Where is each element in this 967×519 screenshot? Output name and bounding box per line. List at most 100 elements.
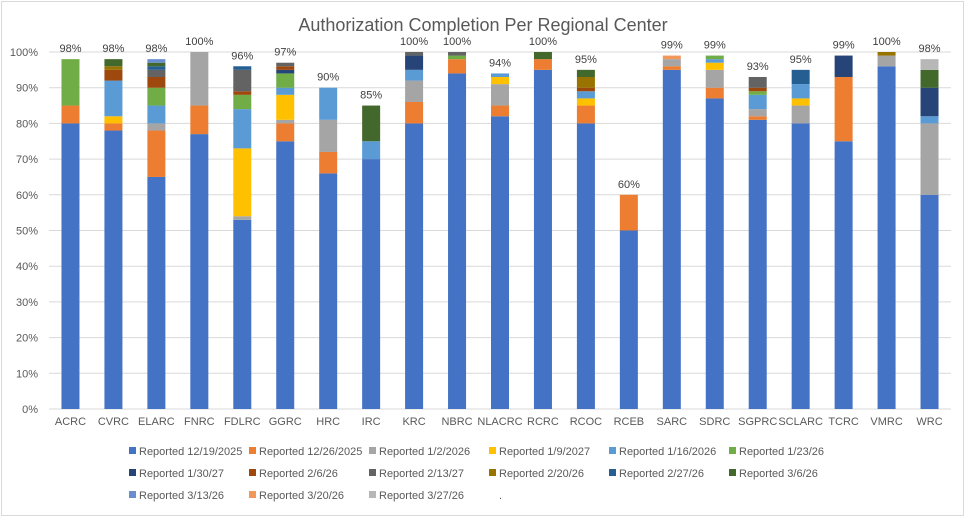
y-tick-label: 20% [16,333,38,345]
legend-swatch [369,447,376,454]
total-data-label: 94% [489,57,511,69]
total-data-label: 85% [360,90,382,102]
bar-segment-rcoc-s11 [576,69,595,77]
total-data-label: 100% [873,36,901,48]
bar-segment-wrc-s4 [920,116,939,124]
bar-segment-irc-s4 [362,141,381,160]
bar-segment-hrc-s1 [319,151,338,174]
x-tick-label: RCEB [614,416,645,428]
bar-segment-elarc-s0 [147,176,166,409]
total-data-label: 98% [919,43,941,55]
legend-item: Reported 12/19/2025 [129,446,242,458]
bars [61,52,939,410]
legend-item: Reported 2/20/26 [489,468,584,480]
bar-segment-krc-s2 [405,80,424,102]
x-tick-label: FNRC [184,416,215,428]
total-data-label: 99% [704,40,726,52]
x-tick-label: SCLARC [778,416,823,428]
legend-item: . [499,490,502,502]
x-tick-label: FDLRC [224,416,261,428]
legend-item: Reported 12/26/2025 [249,446,362,458]
bar-segment-elarc-s1 [147,130,166,177]
bar-segment-sgprc-s5 [748,91,767,95]
bar-segment-hrc-s2 [319,119,338,152]
legend-label: Reported 1/30/27 [139,468,224,480]
total-data-label: 98% [145,43,167,55]
bar-segment-ggrc-s4 [276,87,295,95]
y-tick-label: 40% [16,261,38,273]
bar-segment-ggrc-s7 [276,66,295,70]
bar-segment-elarc-s12 [147,59,166,63]
x-tick-label: SGPRC [738,416,777,428]
bar-segment-cvrc-s7 [104,69,123,81]
legend-item: Reported 3/6/26 [729,468,818,480]
bar-segment-sarc-s1 [662,66,681,70]
bar-segment-fdlrc-s10 [233,66,252,70]
x-tick-label: ELARC [138,416,175,428]
bar-segment-vmrc-s0 [877,66,896,409]
total-data-label: 93% [747,61,769,73]
total-data-label: 100% [529,36,557,48]
chart-title: Authorization Completion Per Regional Ce… [298,15,667,35]
bar-segment-irc-s11 [362,105,381,142]
data-labels: 98% 98% 98% 100% 96% 97% 90% 85% 100% 100% 94% 100%… [59,36,940,191]
bar-segment-rcoc-s9 [576,76,595,88]
legend-swatch [369,469,376,476]
total-data-label: 90% [317,72,339,84]
legend-label: Reported 1/23/26 [739,446,824,458]
bar-segment-sclarc-s3 [791,98,810,106]
x-tick-label: SDRC [699,416,730,428]
bar-segment-nlacrc-s2 [491,84,509,106]
bar-segment-rceb-s0 [619,230,638,409]
y-tick-label: 90% [16,83,38,95]
legend-swatch [729,469,736,476]
bar-segment-ggrc-s0 [276,141,295,409]
bar-segment-sgprc-s1 [748,116,767,120]
total-data-label: 97% [274,47,296,59]
x-tick-label: VMRC [870,416,902,428]
bar-segment-nbrc-s0 [448,73,467,410]
bar-segment-wrc-s0 [920,194,939,409]
legend-label: Reported 12/26/2025 [259,446,362,458]
total-data-label: 98% [102,43,124,55]
legend-item: Reported 2/6/26 [249,468,338,480]
bar-segment-krc-s1 [405,101,424,124]
bar-segment-nbrc-s8 [448,52,467,56]
bar-segment-elarc-s4 [147,105,166,124]
total-data-label: 99% [833,40,855,52]
bar-segment-sdrc-s1 [705,87,724,99]
y-tick-label: 100% [10,47,38,59]
bar-segment-nlacrc-s0 [491,116,509,409]
legend-label: Reported 3/20/26 [259,490,344,502]
legend-item: Reported 1/30/27 [129,468,224,480]
x-tick-label: RCRC [527,416,559,428]
total-data-label: 100% [185,36,213,48]
x-axis-ticks: ACRC CVRC ELARC FNRC FDLRC GGRC HRC IRC KRC NBRC N… [55,416,943,428]
bar-segment-sdrc-s5 [705,55,724,60]
total-data-label: 96% [231,50,253,62]
bar-segment-wrc-s6 [920,87,939,117]
total-data-label: 98% [59,43,81,55]
bar-segment-vmrc-s9 [877,52,896,56]
legend-swatch [129,469,136,476]
bar-segment-acrc-s1 [61,105,80,124]
bar-segment-nlacrc-s1 [491,105,509,117]
x-tick-label: ACRC [55,416,86,428]
x-tick-label: RCOC [570,416,602,428]
legend-item: Reported 2/27/26 [609,468,704,480]
bar-segment-rcoc-s7 [576,87,595,92]
bar-segment-sclarc-s4 [791,84,810,99]
legend-item: Reported 1/16/2026 [609,446,716,458]
y-tick-label: 80% [16,118,38,130]
bar-segment-wrc-s2 [920,123,939,195]
bar-segment-rcrc-s0 [533,69,552,409]
bar-segment-nbrc-s1 [448,59,467,74]
x-tick-label: SARC [657,416,688,428]
legend-swatch [609,469,616,476]
bar-segment-cvrc-s9 [104,66,123,70]
bar-segment-rcoc-s0 [576,123,595,410]
legend-item: Reported 1/2/2026 [369,446,470,458]
bar-segment-nlacrc-s4 [491,73,509,77]
legend-label: Reported 3/27/26 [379,490,464,502]
